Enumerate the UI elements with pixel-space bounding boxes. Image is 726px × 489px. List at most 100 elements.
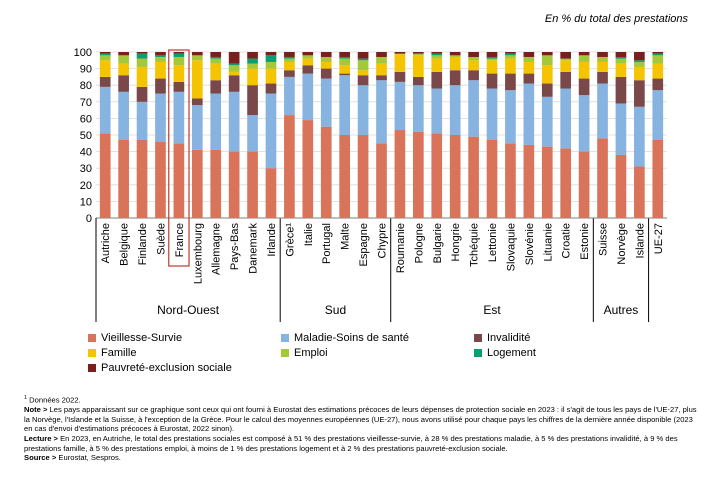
x-tick-label: Slovénie — [524, 223, 536, 265]
legend-item-maladie-soins-de-sante: Maladie-Soins de santé — [281, 332, 409, 344]
bar-danemark-emploi — [247, 63, 258, 69]
x-tick-label: Finlande — [137, 223, 149, 265]
bar-allemagne-vieillesse-survie — [210, 149, 222, 218]
bar-allemagne-emploi — [210, 58, 222, 64]
bar-portugal-pauvrete-exclusion-sociale — [320, 52, 332, 57]
bar-estonie-vieillesse-survie — [578, 151, 590, 218]
x-tick-label: Croatie — [561, 223, 573, 258]
bar-luxembourg-vieillesse-survie — [191, 149, 203, 218]
y-tick-label: 90 — [80, 64, 92, 76]
bar-grece-logement — [284, 56, 295, 59]
x-tick-label: France — [174, 223, 186, 257]
bar-ue-27-logement — [652, 53, 664, 56]
lecture: Lecture > En 2023, en Autriche, le total… — [24, 434, 700, 453]
legend-label: Maladie-Soins de santé — [294, 332, 409, 344]
x-tick-label: Tchéquie — [469, 223, 481, 267]
bar-grece-pauvrete-exclusion-sociale — [284, 52, 295, 57]
bar-lettonie-pauvrete-exclusion-sociale — [486, 52, 498, 57]
bar-danemark-vieillesse-survie — [247, 151, 258, 218]
bar-chypre-emploi — [376, 56, 387, 64]
bar-autriche-logement — [99, 53, 111, 56]
x-tick-label: Espagne — [358, 223, 370, 266]
bar-estonie-maladie-soins-de-sante — [578, 95, 590, 152]
note-text: Les pays apparaissant sur ce graphique s… — [24, 405, 697, 434]
bar-allemagne-invalidite — [210, 80, 222, 94]
bar-tchequie-invalidite — [468, 70, 479, 81]
bar-suede-emploi — [155, 56, 166, 62]
bar-france-famille — [173, 65, 185, 82]
bar-irlande-logement — [265, 55, 277, 62]
bar-bulgarie-pauvrete-exclusion-sociale — [431, 52, 443, 54]
bar-lituanie-emploi — [541, 55, 553, 66]
bar-belgique-emploi — [118, 55, 129, 64]
bar-espagne-emploi — [357, 60, 369, 71]
bar-slovenie-invalidite — [523, 73, 535, 84]
x-tick-label: Norvège — [616, 223, 628, 265]
bar-croatie-emploi — [560, 58, 572, 61]
y-tick-label: 50 — [80, 130, 92, 142]
legend-swatch — [474, 334, 482, 342]
bar-espagne-invalidite — [357, 75, 369, 86]
bar-islande-emploi — [634, 61, 645, 67]
x-tick-label: Roumanie — [395, 223, 407, 273]
bar-france-maladie-soins-de-sante — [173, 91, 185, 144]
bar-croatie-vieillesse-survie — [560, 148, 572, 218]
lecture-text: En 2023, en Autriche, le total des prest… — [24, 433, 678, 453]
legend-swatch — [88, 349, 96, 357]
bar-belgique-invalidite — [118, 75, 129, 92]
bar-slovaquie-logement — [505, 53, 516, 56]
bar-portugal-vieillesse-survie — [320, 126, 332, 218]
bar-france-invalidite — [173, 81, 185, 92]
bar-danemark-famille — [247, 68, 258, 86]
bar-islande-maladie-soins-de-sante — [634, 106, 645, 167]
bar-lituanie-vieillesse-survie — [541, 146, 553, 218]
bar-belgique-maladie-soins-de-sante — [118, 91, 129, 140]
bar-islande-vieillesse-survie — [634, 166, 645, 218]
legend-item-pauvrete-exclusion-sociale: Pauvreté-exclusion sociale — [88, 362, 232, 374]
bar-slovaquie-emploi — [505, 55, 516, 59]
bar-hongrie-vieillesse-survie — [449, 135, 461, 218]
bar-belgique-pauvrete-exclusion-sociale — [118, 52, 129, 56]
bar-grece-famille — [284, 61, 295, 71]
bar-roumanie-invalidite — [394, 71, 406, 82]
bar-tchequie-famille — [468, 60, 479, 71]
x-tick-label: Malte — [340, 223, 352, 250]
bar-roumanie-vieillesse-survie — [394, 130, 406, 218]
bar-allemagne-logement — [210, 56, 222, 59]
bar-finlande-pauvrete-exclusion-sociale — [136, 52, 148, 54]
bar-pays-bas-invalidite — [228, 75, 240, 92]
bar-italie-emploi — [302, 55, 314, 59]
x-tick-label: Luxembourg — [192, 223, 204, 284]
highlight-box — [168, 49, 190, 267]
bar-norvege-invalidite — [615, 76, 627, 104]
bar-suede-logement — [155, 55, 166, 57]
bar-suisse-emploi — [597, 56, 608, 62]
bar-slovenie-famille — [523, 61, 535, 74]
legend-swatch — [88, 334, 96, 342]
bar-ue-27-invalidite — [652, 78, 664, 91]
bar-irlande-maladie-soins-de-sante — [265, 93, 277, 169]
x-tick-label: Portugal — [321, 223, 333, 264]
bar-croatie-pauvrete-exclusion-sociale — [560, 52, 572, 59]
y-tick-label: 70 — [80, 97, 92, 109]
x-tick-label: Belgique — [119, 223, 131, 266]
bar-hongrie-maladie-soins-de-sante — [449, 85, 461, 135]
legend-item-logement: Logement — [474, 347, 536, 359]
bar-ue-27-pauvrete-exclusion-sociale — [652, 52, 664, 54]
bar-malte-invalidite — [339, 73, 350, 76]
bar-allemagne-pauvrete-exclusion-sociale — [210, 52, 222, 57]
bar-pologne-emploi — [413, 53, 424, 56]
bar-bulgarie-vieillesse-survie — [431, 133, 443, 218]
legend-label: Invalidité — [487, 332, 531, 344]
y-tick-label: 40 — [80, 147, 92, 159]
bar-pologne-maladie-soins-de-sante — [413, 85, 424, 132]
bar-irlande-pauvrete-exclusion-sociale — [265, 52, 277, 56]
bar-norvege-emploi — [615, 58, 627, 64]
stacked-bar-chart: 0 10 20 30 40 50 60 70 80 90 100 Autriche Belgique Fi… — [74, 47, 667, 322]
bar-autriche-vieillesse-survie — [99, 133, 111, 218]
bar-slovaquie-invalidite — [505, 73, 516, 91]
bar-grece-invalidite — [284, 70, 295, 77]
bar-islande-invalidite — [634, 80, 645, 107]
legend-swatch — [281, 349, 289, 357]
bar-luxembourg-emploi — [191, 55, 203, 61]
